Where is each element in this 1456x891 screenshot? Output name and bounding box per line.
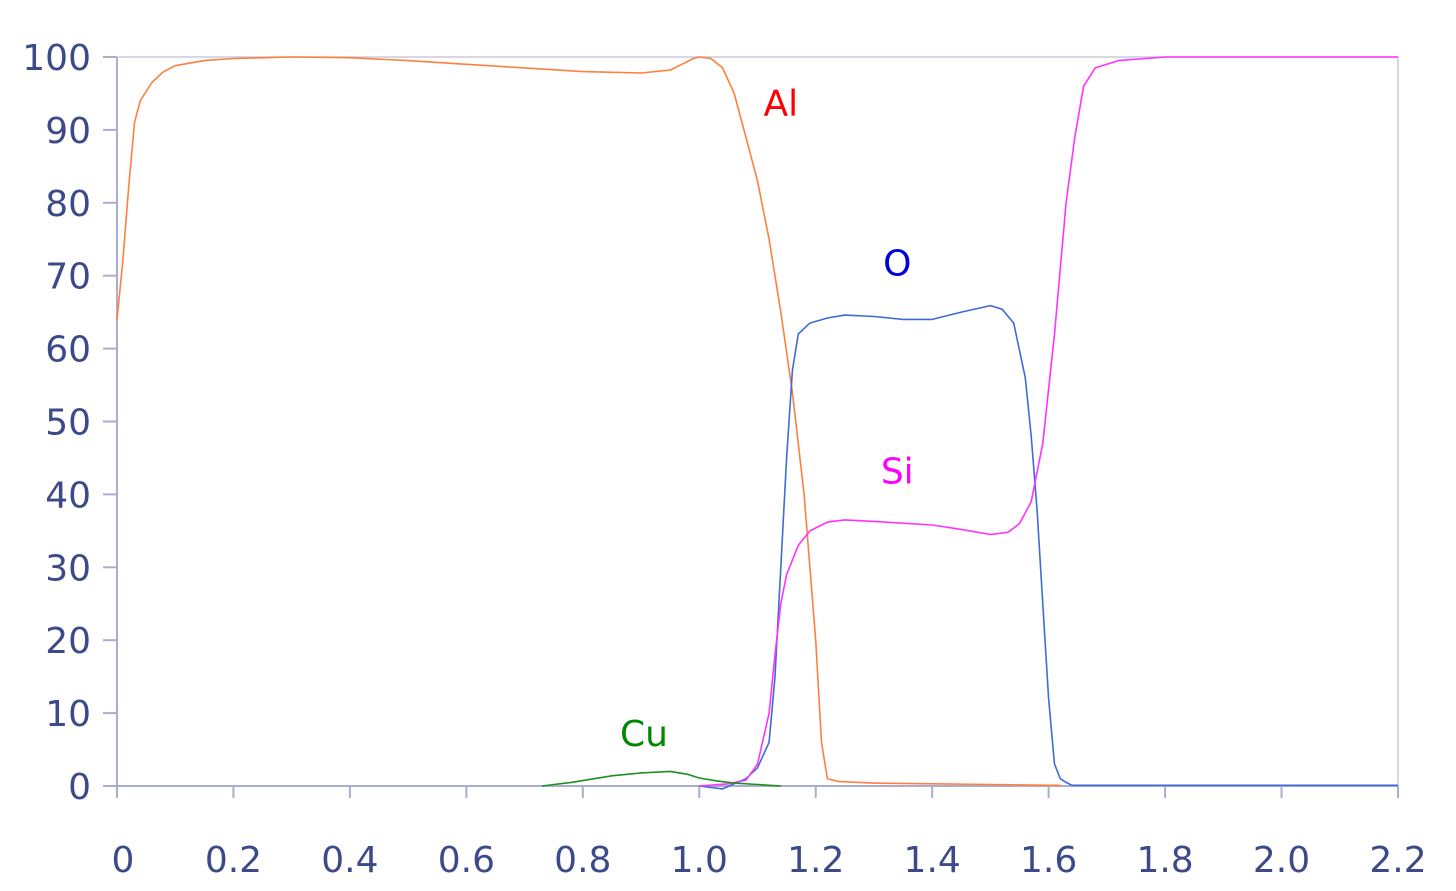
y-tick-label: 20: [45, 621, 91, 662]
series-label-cu: Cu: [620, 714, 668, 755]
y-tick-label: 100: [22, 38, 91, 79]
series-line-o: [699, 304, 1398, 790]
y-tick-label: 10: [45, 694, 91, 735]
x-tick-label: 1.2: [787, 840, 844, 881]
y-tick-label: 70: [45, 257, 91, 298]
x-tick-label: 0.8: [554, 840, 611, 881]
y-tick-label: 50: [45, 403, 91, 444]
x-tick-label: 0.4: [321, 840, 378, 881]
series-line-si: [699, 56, 1398, 787]
y-tick-label: 60: [45, 330, 91, 371]
x-tick-label: 1.4: [904, 840, 961, 881]
x-tick-label: 0.6: [438, 840, 495, 881]
series-labels: Al O Si Cu: [620, 83, 914, 755]
x-tick-label: 2.0: [1253, 840, 1310, 881]
plot-area: [116, 56, 1398, 790]
x-tick-label: 1.6: [1020, 840, 1077, 881]
series-label-o: O: [883, 244, 911, 285]
y-tick-label: 90: [45, 111, 91, 152]
x-tick-label: 0: [112, 840, 135, 881]
y-tick-label: 40: [45, 475, 91, 516]
series-line-cu: [542, 770, 781, 787]
x-tick-label: 1.8: [1136, 840, 1193, 881]
series-line-al: [116, 56, 1061, 787]
axes: 0 10 20 30 40 50 60 70 80 90 100 0 0.2 0.4 0.6 0.8 1.0 1.…: [22, 38, 1426, 881]
y-tick-label: 80: [45, 184, 91, 225]
series-label-si: Si: [881, 451, 914, 492]
y-tick-label: 0: [68, 767, 91, 808]
x-tick-label: 0.2: [205, 840, 262, 881]
x-tick-label: 2.2: [1369, 840, 1426, 881]
series-label-al: Al: [763, 83, 798, 124]
y-tick-label: 30: [45, 548, 91, 589]
x-tick-label: 1.0: [671, 840, 728, 881]
